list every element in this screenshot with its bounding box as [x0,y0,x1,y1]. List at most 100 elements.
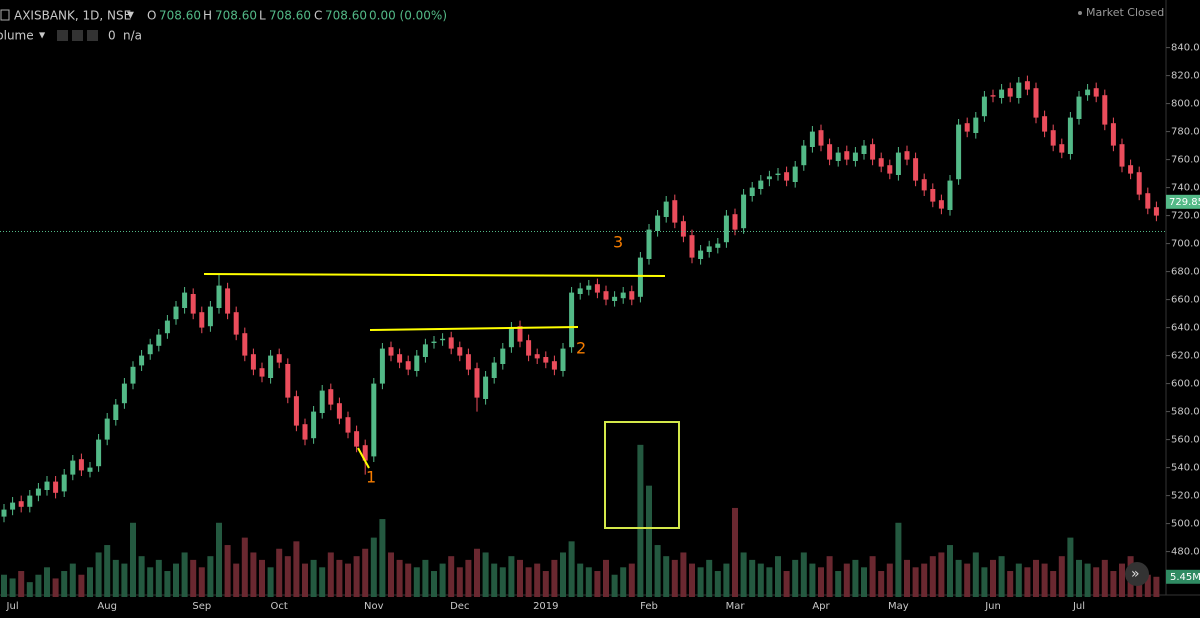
volume-bar [895,522,902,597]
y-tick-label: 660.00 [1171,295,1200,306]
x-tick-label: Mar [726,601,746,612]
volume-bar [861,567,867,597]
volume-bar [388,552,394,597]
candle-body [345,417,351,433]
candle-body [964,123,970,132]
candle-body [981,96,987,117]
close-icon[interactable] [87,30,98,41]
volume-bar [706,559,713,597]
volume-bar [353,556,360,597]
volume-bar [766,567,773,597]
volume-tag-label: 5.45M [1170,572,1200,583]
candle-body [1076,96,1082,119]
volume-bar [284,556,291,597]
highlight-box[interactable] [604,421,680,529]
candle-body [250,354,256,370]
volume-bar [362,548,369,597]
y-tick-label: 780.00 [1171,127,1200,138]
volume-bar [9,578,16,597]
candle-body [448,337,454,349]
volume-bar [164,571,171,597]
candle-body [895,152,901,175]
candle-body [121,383,127,404]
candle-body [1085,89,1091,96]
trend-line[interactable] [203,273,666,277]
y-tick-label: 640.00 [1171,323,1200,334]
volume-bar [551,559,558,597]
trend-line[interactable] [357,447,370,469]
candle-body [637,257,643,297]
candle-body [18,501,24,507]
volume-bar [938,552,945,597]
candle-body [465,354,471,370]
settings-icon[interactable] [57,30,68,41]
scroll-button[interactable] [1125,562,1149,586]
volume-bar [620,567,627,597]
x-tick-label: Aug [97,601,117,612]
volume-bar [852,559,859,597]
volume-bar [835,571,842,597]
volume-bar [732,507,738,597]
candle-body [904,151,910,160]
candle-body [130,366,136,384]
candle-body [646,229,652,259]
volume-bar [1153,576,1160,597]
scroll-icon[interactable]: » [1131,566,1140,582]
h-value: 708.60 [215,9,257,23]
candle-body [835,152,841,161]
candle-body [207,306,213,327]
volume-bar [130,522,136,597]
volume-bar [955,559,962,597]
candle-body [749,187,755,196]
caret[interactable]: ▼ [127,11,134,21]
volume-bar [508,556,515,597]
volume-bar [78,574,85,597]
volume-bar [594,571,601,597]
symbol[interactable]: AXISBANK, 1D, NSE [14,9,131,23]
candle-body [1136,172,1142,195]
gear-icon[interactable] [72,30,83,41]
volume-bar [542,571,549,597]
volume-bar [474,548,480,597]
candle-body [10,502,16,510]
candle-body [44,481,50,490]
candle-body [1033,88,1039,118]
candle-body [1067,117,1073,154]
candle-body [844,151,850,160]
volume-bar [1084,563,1091,597]
candle-body [698,250,704,259]
volume-bar [1067,537,1074,597]
volume-bar [637,444,644,597]
volume-bar [104,545,111,597]
candle-body [311,411,317,439]
trend-line[interactable] [369,326,579,331]
candle-body [620,292,626,299]
l-label: L [259,9,266,23]
candle-body [612,296,618,301]
caret[interactable]: ▼ [39,31,46,40]
volume-bar [826,556,833,597]
candle-body [500,348,506,364]
volume-bar [878,571,885,597]
candle-body [921,179,927,191]
candle-body [328,389,334,405]
indicator-name[interactable]: Volume [0,29,34,43]
volume-bar [1033,559,1039,597]
candle-body [775,173,781,175]
candle-body [483,376,489,399]
candle-body [285,364,291,398]
y-tick-label: 560.00 [1171,435,1200,446]
volume-bar [517,559,523,597]
volume-bar [405,563,412,597]
volume-bar [345,563,351,597]
symbol-icon[interactable] [0,9,10,21]
candle-body [663,201,669,217]
candle-body [999,89,1005,98]
candle-body [147,344,153,355]
candle-body [156,334,162,346]
volume-bar [697,567,704,597]
l-value: 708.60 [269,9,311,23]
candle-body [302,424,308,440]
candle-body [268,355,274,378]
candle-body [887,165,893,174]
